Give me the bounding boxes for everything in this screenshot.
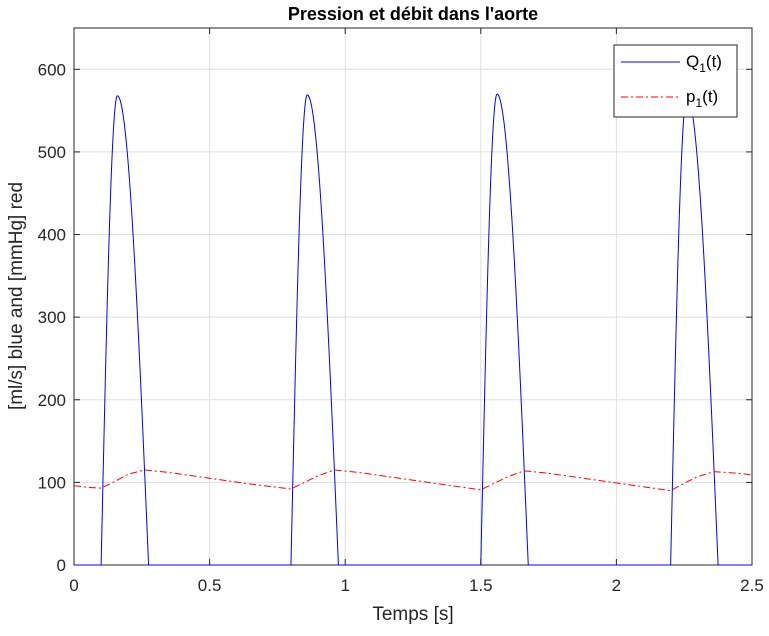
x-tick-label: 0: [69, 576, 78, 595]
x-tick-label: 0.5: [198, 576, 222, 595]
legend-sub: 1: [699, 61, 706, 75]
legend: Q1(t) p1(t): [613, 44, 738, 118]
legend-main: p: [686, 87, 695, 106]
legend-main: Q: [686, 52, 699, 71]
x-tick-label: 2: [612, 576, 621, 595]
series-line-p1: [73, 469, 753, 492]
legend-suffix: (t): [706, 52, 722, 71]
x-tick-label: 1.5: [469, 576, 493, 595]
series-line-q1: [74, 93, 752, 566]
chart-title: Pression et débit dans l'aorte: [288, 4, 538, 24]
x-tick-label: 2.5: [740, 576, 764, 595]
y-tick-label: 400: [38, 226, 66, 245]
x-tick-label: 1: [340, 576, 349, 595]
x-axis-label: Temps [s]: [372, 604, 453, 625]
y-tick-label: 500: [38, 143, 66, 162]
legend-label-p1: p1(t): [686, 87, 718, 110]
legend-box: [613, 44, 738, 118]
y-tick-label: 200: [38, 391, 66, 410]
grid: [73, 28, 753, 566]
x-axis: 0 0.5 1 1.5 2 2.5: [69, 28, 764, 595]
y-axis: 0 100 200 300 400 500 600: [38, 60, 752, 575]
series-layer: [73, 93, 753, 566]
legend-suffix: (t): [702, 87, 718, 106]
y-tick-label: 300: [38, 308, 66, 327]
y-tick-label: 0: [57, 556, 66, 575]
legend-sub: 1: [695, 96, 702, 110]
y-axis-label: [ml/s] blue and [mmHg] red: [6, 182, 27, 410]
y-tick-label: 600: [38, 60, 66, 79]
legend-label-q1: Q1(t): [686, 52, 722, 75]
y-tick-label: 100: [38, 473, 66, 492]
